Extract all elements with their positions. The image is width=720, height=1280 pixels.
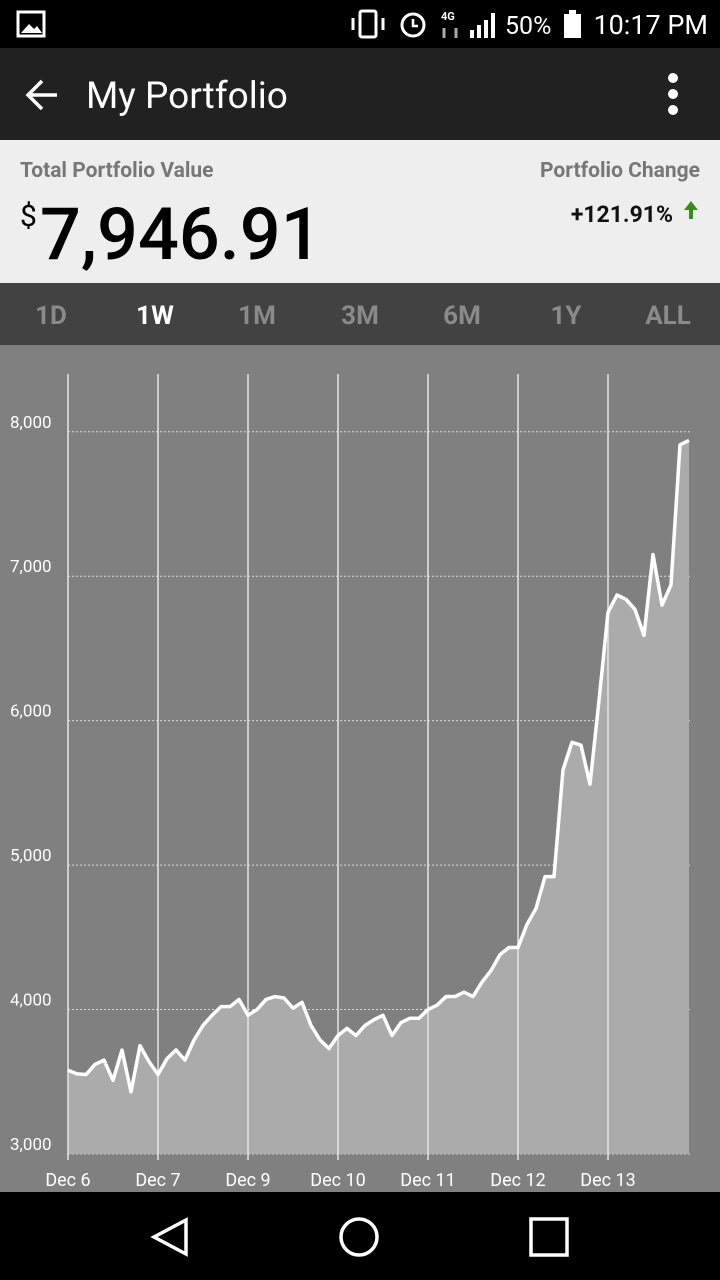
battery-percent: 50% <box>505 12 551 41</box>
nav-back[interactable] <box>150 1217 188 1257</box>
total-value: 7,946.91 <box>40 192 322 277</box>
range-tab[interactable]: 1Y <box>550 301 582 331</box>
total-label: Total Portfolio Value <box>20 159 213 183</box>
range-tab[interactable]: 6M <box>443 301 481 331</box>
currency-symbol: $ <box>20 199 37 234</box>
x-tick-label: Dec 12 <box>490 1170 545 1191</box>
back-button[interactable] <box>25 79 57 111</box>
y-tick-label: 6,000 <box>10 702 52 722</box>
data-arrows <box>442 28 458 38</box>
change-value: +121.91% <box>571 201 673 228</box>
network-type: 4G <box>441 10 455 23</box>
x-tick-label: Dec 13 <box>580 1170 635 1191</box>
summary-panel <box>0 140 720 283</box>
signal-icon <box>470 13 495 38</box>
x-tick-label: Dec 6 <box>45 1170 90 1191</box>
nav-recents[interactable] <box>529 1217 569 1257</box>
app-bar <box>0 48 720 140</box>
y-tick-label: 3,000 <box>10 1135 52 1155</box>
alarm-hands <box>411 19 418 28</box>
battery-icon <box>564 14 581 38</box>
battery-cap <box>569 10 576 14</box>
change-label: Portfolio Change <box>540 159 700 183</box>
y-tick-label: 4,000 <box>10 991 52 1011</box>
alarm-icon <box>400 12 426 38</box>
y-tick-label: 8,000 <box>10 413 52 433</box>
vibrate-waves <box>351 18 385 30</box>
x-tick-label: Dec 10 <box>310 1170 365 1191</box>
vibrate-icon <box>358 9 378 39</box>
range-tab[interactable]: 3M <box>341 301 379 331</box>
gallery-icon <box>16 10 46 38</box>
x-tick-label: Dec 11 <box>400 1170 455 1191</box>
range-tab[interactable]: 1M <box>238 301 276 331</box>
range-tab[interactable]: ALL <box>645 301 691 331</box>
chart: 3,000 4,000 5,000 6,000 7,000 8,000 Dec 6 Dec 7… <box>10 374 690 1191</box>
x-tick-label: Dec 7 <box>135 1170 180 1191</box>
gallery-icon-shape <box>21 24 42 33</box>
nav-bar <box>0 1192 720 1280</box>
nav-home[interactable] <box>339 1217 379 1257</box>
range-tabs <box>0 283 720 345</box>
area-fill <box>68 440 689 1154</box>
range-tab[interactable]: 1D <box>35 301 67 331</box>
y-tick-label: 7,000 <box>10 557 52 577</box>
app-title: My Portfolio <box>86 75 288 118</box>
range-tab[interactable]: 1W <box>136 301 174 331</box>
x-tick-label: Dec 9 <box>225 1170 270 1191</box>
y-tick-label: 5,000 <box>10 846 52 866</box>
clock: 10:17 PM <box>593 9 708 41</box>
up-arrow <box>684 201 698 219</box>
overflow-menu[interactable] <box>668 73 678 115</box>
price-line <box>67 438 690 1094</box>
